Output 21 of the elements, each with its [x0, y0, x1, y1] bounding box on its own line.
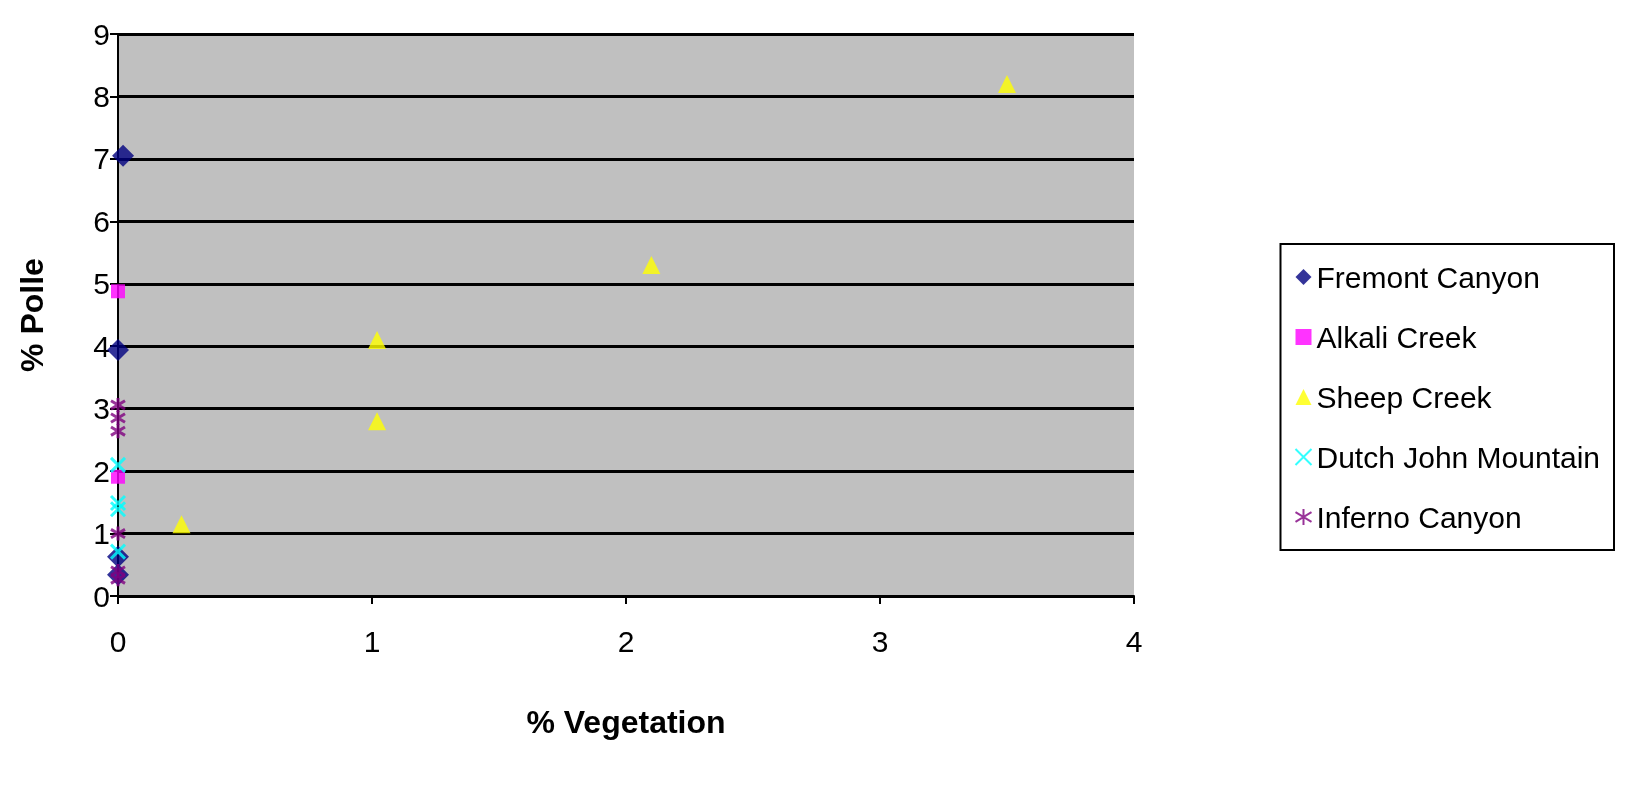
x-tick-label: 3: [871, 624, 889, 658]
y-tick-label: 8: [93, 79, 110, 113]
y-tick-label: 1: [93, 517, 110, 551]
y-tick-label: 6: [93, 204, 110, 238]
legend-label: Fremont Canyon: [1316, 260, 1540, 294]
y-tick-label: 4: [93, 329, 110, 363]
legend-label: Alkali Creek: [1316, 320, 1478, 354]
y-tick-label: 9: [93, 17, 110, 51]
x-tick-label: 2: [617, 624, 635, 658]
y-tick-label: 7: [93, 142, 110, 176]
y-tick-label: 5: [93, 267, 110, 301]
x-tick-label: 1: [363, 624, 381, 658]
legend-label: Inferno Canyon: [1316, 500, 1522, 534]
y-axis-title: % Polle: [14, 258, 50, 372]
legend-label: Sheep Creek: [1316, 380, 1493, 414]
x-axis-title: % Vegetation: [526, 704, 726, 740]
x-tick-label: 4: [1125, 624, 1143, 658]
y-tick-label: 0: [93, 579, 110, 613]
y-tick-label: 2: [93, 454, 110, 488]
legend-label: Dutch John Mountain: [1316, 440, 1601, 474]
y-tick-label: 3: [93, 392, 110, 426]
